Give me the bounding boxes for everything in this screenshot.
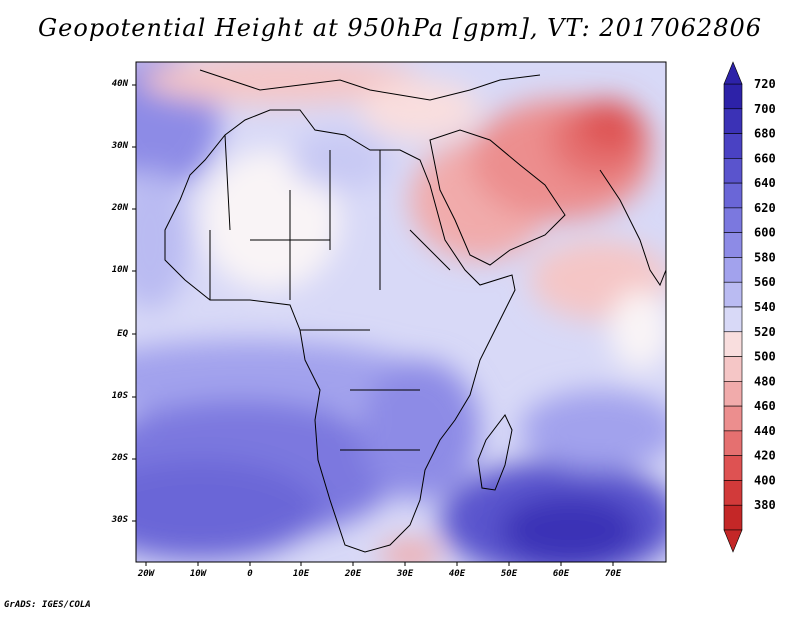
geopotential-field [136, 62, 666, 562]
colorbar-label: 380 [754, 498, 776, 512]
colorbar-swatch [723, 83, 743, 110]
colorbar-label: 700 [754, 102, 776, 116]
colorbar-swatch [723, 331, 743, 357]
lat-axis: 40N 30N 20N 10N EQ 10S 20S 30S [111, 79, 136, 525]
lat-label: 30N [111, 141, 129, 151]
colorbar-swatch [723, 381, 743, 407]
colorbar-swatch [723, 182, 743, 209]
lon-label: 60E [553, 569, 570, 579]
colorbar-swatch [723, 133, 743, 159]
credit-text: GrADS: IGES/COLA [4, 600, 91, 610]
colorbar-label: 620 [754, 201, 776, 215]
colorbar-swatch [723, 232, 743, 258]
borders [209, 134, 451, 451]
lat-label: EQ [117, 329, 128, 339]
coastlines [164, 69, 666, 553]
colorbar-label: 400 [754, 473, 776, 487]
colorbar-swatch [723, 158, 743, 184]
colorbar-swatch [723, 108, 743, 134]
colorbar-swatch [723, 207, 743, 233]
colorbar-label: 480 [754, 374, 776, 388]
colorbar-label: 560 [754, 275, 776, 289]
colorbar: 720 700 680 660 640 620 600 580 560 540 520 500 480 4… [723, 61, 776, 553]
lat-label: 40N [112, 79, 129, 89]
lon-axis: 20W 10W 0 10E 20E 30E 40E 50E 60E 70E [137, 562, 622, 579]
colorbar-label: 500 [754, 350, 776, 364]
india-coastline [599, 169, 666, 287]
lat-label: 20S [111, 453, 129, 463]
colorbar-label: 640 [754, 176, 776, 190]
lon-label: 0 [247, 569, 253, 579]
colorbar-label: 420 [754, 449, 776, 463]
lon-ticks [145, 562, 614, 566]
lon-label: 30E [396, 569, 414, 579]
colorbar-swatch [723, 257, 743, 283]
colorbar-label: 680 [754, 127, 776, 141]
arabia-coastline [429, 129, 566, 266]
colorbar-swatch [723, 430, 743, 456]
lon-label: 70E [605, 569, 622, 579]
africa-coastline [164, 109, 516, 553]
colorbar-label: 540 [754, 300, 776, 314]
lat-label: 20N [111, 203, 129, 213]
colorbar-label: 520 [754, 325, 776, 339]
lon-label: 40E [449, 569, 466, 579]
colorbar-label: 600 [754, 226, 776, 240]
colorbar-swatch [723, 281, 743, 308]
colorbar-label: 440 [754, 424, 776, 438]
colorbar-swatch [723, 455, 743, 481]
lon-label: 20W [137, 569, 156, 579]
colorbar-swatch [723, 306, 743, 333]
colorbar-label: 660 [754, 151, 776, 165]
lat-label: 10S [112, 391, 129, 401]
map-frame [135, 61, 667, 563]
colorbar-label: 720 [754, 77, 776, 91]
lon-label: 10W [190, 569, 208, 579]
colorbar-min-arrow [723, 529, 743, 553]
lon-label: 10E [293, 569, 310, 579]
colorbar-swatch [723, 504, 743, 531]
colorbar-swatch [723, 405, 743, 432]
colorbar-swatch [723, 356, 743, 382]
europe-coastline [199, 69, 541, 101]
colorbar-label: 580 [754, 250, 776, 264]
lat-label: 30S [111, 515, 129, 525]
colorbar-swatch [723, 480, 743, 506]
map-title: Geopotential Height at 950hPa [gpm], VT:… [38, 14, 762, 42]
lon-label: 50E [501, 569, 518, 579]
lat-ticks [132, 84, 136, 522]
lat-label: 10N [112, 265, 129, 275]
colorbar-max-arrow [723, 61, 743, 85]
colorbar-label: 460 [754, 399, 776, 413]
lon-label: 20E [344, 569, 362, 579]
madagascar-coastline [477, 414, 513, 491]
